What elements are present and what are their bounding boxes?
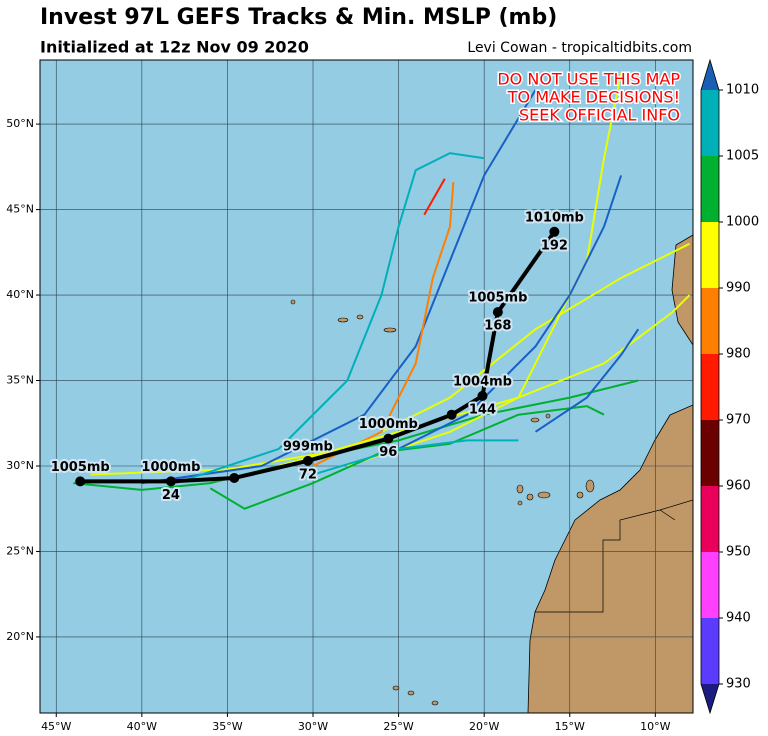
ensemble-track [278, 294, 691, 467]
warning-line: DO NOT USE THIS MAP [497, 70, 680, 89]
x-tick-label: 35°W [212, 720, 242, 733]
warning: DO NOT USE THIS MAP TO MAKE DECISIONS! S… [496, 68, 682, 126]
pressure-label: 1000mb [141, 460, 200, 475]
colorbar-label: 950 [726, 545, 751, 560]
track-point [383, 433, 394, 444]
track-point [75, 476, 86, 487]
title: Invest 97L GEFS Tracks & Min. MSLP (mb) [40, 5, 557, 30]
hour-label: 96 [379, 445, 397, 460]
colorbar-segment [701, 552, 719, 618]
subtitle: Initialized at 12z Nov 09 2020 [40, 38, 309, 57]
ensemble-track [175, 152, 485, 485]
track-point [477, 390, 488, 401]
ensemble-track [141, 89, 537, 485]
x-tick-label: 25°W [383, 720, 413, 733]
colorbar-segment [701, 618, 719, 684]
pressure-label: 1000mb [359, 417, 418, 432]
colorbar-label: 960 [726, 479, 751, 494]
iberia [671, 234, 693, 346]
x-tick-label: 30°W [298, 720, 328, 733]
warning-line: SEEK OFFICIAL INFO [519, 106, 680, 125]
x-tick-label: 15°W [555, 720, 585, 733]
x-tick-label: 20°W [469, 720, 499, 733]
pressure-label: 1010mb [525, 210, 584, 225]
colorbar-segment [701, 486, 719, 552]
colorbar-segment [701, 420, 719, 486]
ensemble-track [312, 182, 455, 467]
colorbar-label: 970 [726, 413, 751, 428]
colorbar-segment [701, 90, 719, 156]
colorbar: 930 940 950 960 970 980 990 1000 1005 1010 [700, 58, 759, 715]
y-tick-label: 35°N [6, 374, 34, 387]
pressure-label: 1004mb [453, 374, 512, 389]
pressure-label: 999mb [283, 439, 333, 454]
mean-track: 1005mb 1000mb 24 999mb 72 1000mb 96 1004mb 144 10… [49, 208, 586, 505]
ensemble-track [346, 72, 623, 467]
africa [527, 404, 693, 713]
track-point [302, 455, 313, 466]
y-tick-label: 50°N [6, 117, 34, 130]
land [290, 234, 693, 713]
colorbar-extend [701, 60, 719, 90]
hour-label: 192 [541, 238, 568, 253]
colorbar-segment [701, 288, 719, 354]
colorbar-extend [701, 684, 719, 713]
ensemble-track [423, 178, 446, 216]
pressure-label: 1005mb [468, 291, 527, 306]
y-tick-label: 40°N [6, 288, 34, 301]
borders [535, 499, 693, 613]
track-point [229, 472, 240, 483]
colorbar-segment [701, 222, 719, 288]
hour-label: 72 [299, 467, 317, 482]
warning-line: TO MAKE DECISIONS! [507, 88, 680, 107]
colorbar-segment [701, 354, 719, 420]
colorbar-segment [701, 156, 719, 222]
x-tick-label: 10°W [640, 720, 670, 733]
hour-label: 168 [484, 319, 511, 334]
credit: Levi Cowan - tropicaltidbits.com [467, 40, 692, 56]
y-tick-label: 25°N [6, 544, 34, 557]
track-point [165, 476, 176, 487]
track-point [549, 226, 560, 237]
islands [290, 299, 595, 706]
ensemble-track [398, 175, 623, 450]
y-tick-label: 30°N [6, 459, 34, 472]
hour-label: 24 [162, 488, 180, 503]
track-point [446, 409, 457, 420]
ensemble-track [209, 405, 605, 510]
grid: 45°W 40°W 35°W 30°W 25°W 20°W 15°W 10°W 20°N 25°N… [6, 60, 693, 733]
colorbar-label: 1000 [726, 215, 759, 230]
x-tick-label: 45°W [41, 720, 71, 733]
ensemble-track [534, 328, 640, 433]
map-frame [39, 59, 694, 714]
x-tick-label: 40°W [127, 720, 157, 733]
colorbar-label: 980 [726, 347, 751, 362]
y-tick-label: 20°N [6, 630, 34, 643]
colorbar-label: 930 [726, 677, 751, 692]
y-tick-label: 45°N [6, 203, 34, 216]
colorbar-label: 990 [726, 281, 751, 296]
colorbar-label: 1010 [726, 83, 759, 98]
hour-label: 144 [469, 402, 496, 417]
colorbar-label: 1005 [726, 149, 759, 164]
pressure-label: 1005mb [51, 460, 110, 475]
ensemble-track [312, 439, 519, 476]
ensemble-tracks [73, 72, 691, 510]
track-point [492, 307, 503, 318]
colorbar-label: 940 [726, 611, 751, 626]
ensemble-track [90, 242, 691, 476]
